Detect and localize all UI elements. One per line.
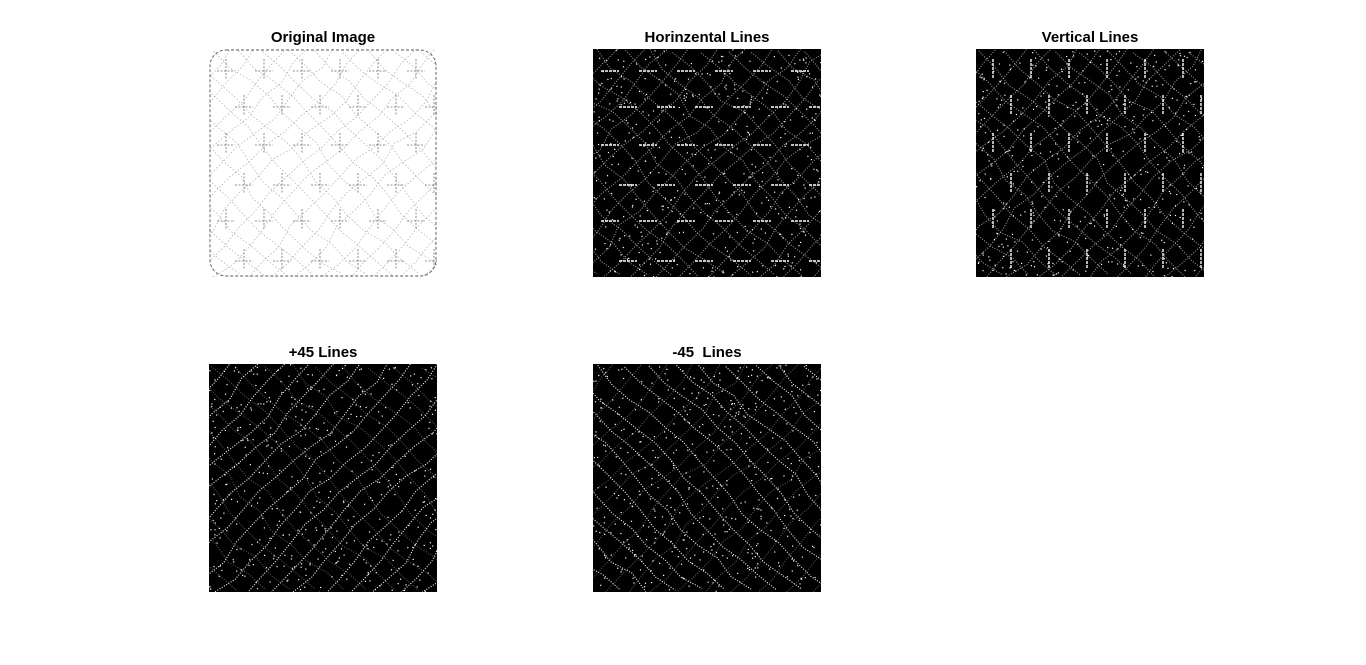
horizontal-lines-picture [593, 49, 821, 277]
panel-title: Horinzental Lines [644, 29, 770, 46]
plus45-lines-picture [209, 364, 437, 592]
minus45-lines-picture [593, 364, 821, 592]
panel-title: Vertical Lines [1041, 29, 1139, 46]
vertical-lines-picture [976, 49, 1204, 277]
original-image-picture [209, 49, 437, 277]
panel-title: -45 Lines [672, 344, 742, 361]
panel-title: Original Image [270, 29, 376, 46]
panel-title: +45 Lines [288, 344, 358, 361]
